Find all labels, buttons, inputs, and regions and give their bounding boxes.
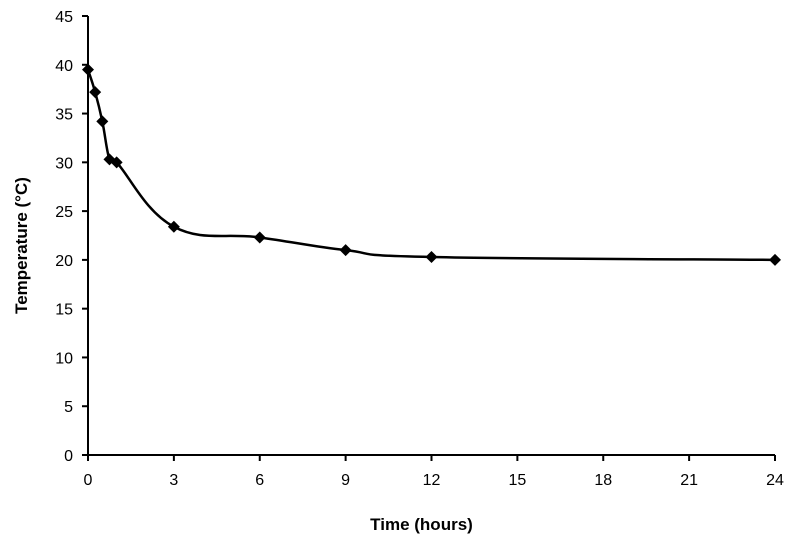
y-tick-label: 15 bbox=[55, 302, 73, 319]
data-point-marker bbox=[96, 115, 109, 128]
data-point-marker bbox=[110, 156, 123, 169]
data-point-marker bbox=[425, 250, 438, 263]
x-tick-label: 15 bbox=[508, 472, 526, 489]
y-tick-label: 0 bbox=[64, 448, 73, 465]
x-tick-label: 24 bbox=[766, 472, 784, 489]
y-tick-label: 30 bbox=[55, 155, 73, 172]
x-tick-label: 3 bbox=[169, 472, 178, 489]
y-axis-title: Temperature (°C) bbox=[12, 177, 31, 314]
data-point-marker bbox=[82, 63, 94, 76]
data-points bbox=[82, 63, 781, 266]
x-tick-label: 18 bbox=[594, 472, 612, 489]
y-tick-label: 35 bbox=[55, 107, 73, 124]
x-tick-label: 0 bbox=[84, 472, 93, 489]
y-axis-ticks: 0 5 10 15 20 25 30 35 40 45 bbox=[55, 9, 88, 465]
data-point-marker bbox=[253, 231, 266, 244]
data-point-marker bbox=[769, 253, 781, 266]
x-axis-title: Time (hours) bbox=[370, 515, 473, 534]
data-point-marker bbox=[167, 220, 180, 233]
x-tick-label: 6 bbox=[255, 472, 264, 489]
series-line bbox=[86, 69, 776, 262]
x-tick-label: 9 bbox=[341, 472, 350, 489]
data-point-marker bbox=[339, 244, 352, 257]
y-tick-label: 45 bbox=[55, 9, 73, 26]
y-tick-label: 25 bbox=[55, 204, 73, 221]
x-axis-ticks: 0 3 6 9 12 15 18 21 24 bbox=[84, 455, 784, 489]
data-point-marker bbox=[89, 86, 102, 99]
y-tick-label: 20 bbox=[55, 253, 73, 270]
x-tick-label: 21 bbox=[680, 472, 698, 489]
y-tick-label: 40 bbox=[55, 58, 73, 75]
y-tick-label: 10 bbox=[55, 350, 73, 367]
y-tick-label: 5 bbox=[64, 399, 73, 416]
x-tick-label: 12 bbox=[423, 472, 441, 489]
